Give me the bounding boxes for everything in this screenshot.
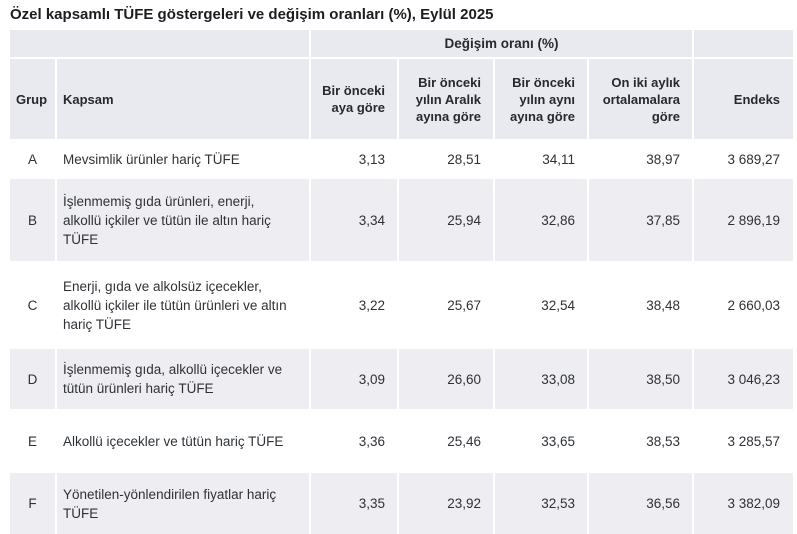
cell-endeks: 3 046,23 [692, 347, 794, 410]
table-row: C Enerji, gıda ve alkolsüz içecekler, al… [10, 261, 794, 348]
cell-endeks: 3 382,09 [692, 471, 794, 534]
header-spacer-left [10, 30, 310, 58]
page-title: Özel kapsamlı TÜFE göstergeleri ve değiş… [10, 6, 494, 23]
cell-kapsam: İşlenmemiş gıda ürünleri, enerji, alkoll… [55, 177, 310, 262]
cell-monthly: 3,36 [309, 409, 398, 472]
col-header-same-month-prev-year: Bir önceki yılın aynı ayına göre [493, 57, 588, 140]
cell-endeks: 3 285,57 [692, 409, 794, 472]
cell-same-month-prev-year: 32,53 [493, 471, 588, 534]
cell-same-month-prev-year: 32,86 [493, 177, 588, 262]
cell-grup: E [10, 409, 56, 472]
cell-from-december: 23,92 [397, 471, 494, 534]
cell-kapsam: Mevsimlik ürünler hariç TÜFE [55, 139, 310, 178]
cell-grup: F [10, 471, 56, 534]
cell-endeks: 2 896,19 [692, 177, 794, 262]
cell-from-december: 28,51 [397, 139, 494, 178]
table-row: E Alkollü içecekler ve tütün hariç TÜFE … [10, 409, 794, 472]
cell-monthly: 3,13 [309, 139, 398, 178]
change-rate-span-header: Değişim oranı (%) [308, 30, 694, 58]
column-header-row: Grup Kapsam Bir önceki aya göre Bir önce… [10, 57, 794, 140]
cell-twelve-month-avg: 36,56 [586, 471, 694, 534]
cell-kapsam: Alkollü içecekler ve tütün hariç TÜFE [55, 409, 310, 472]
cell-endeks: 3 689,27 [692, 139, 794, 178]
cell-monthly: 3,35 [309, 471, 398, 534]
cell-twelve-month-avg: 38,53 [586, 409, 694, 472]
cell-twelve-month-avg: 38,50 [586, 347, 694, 410]
cell-same-month-prev-year: 32,54 [493, 261, 588, 348]
col-header-from-december: Bir önceki yılın Aralık ayına göre [397, 57, 494, 140]
col-header-endeks: Endeks [692, 57, 794, 140]
table-header: Değişim oranı (%) Grup Kapsam Bir önceki… [10, 30, 794, 140]
cell-grup: A [10, 139, 56, 178]
cell-twelve-month-avg: 38,97 [586, 139, 694, 178]
header-spacer-right [692, 30, 794, 58]
span-header-row: Değişim oranı (%) [10, 30, 794, 58]
cell-from-december: 25,67 [397, 261, 494, 348]
table-row: D İşlenmemiş gıda, alkollü içecekler ve … [10, 347, 794, 410]
col-header-twelve-month-avg: On iki aylık ortalamalara göre [586, 57, 694, 140]
cell-grup: D [10, 347, 56, 410]
cell-monthly: 3,09 [309, 347, 398, 410]
col-header-grup: Grup [10, 57, 56, 140]
cell-twelve-month-avg: 37,85 [586, 177, 694, 262]
col-header-monthly: Bir önceki aya göre [309, 57, 398, 140]
cell-endeks: 2 660,03 [692, 261, 794, 348]
table-row: B İşlenmemiş gıda ürünleri, enerji, alko… [10, 177, 794, 262]
cell-grup: B [10, 177, 56, 262]
cell-same-month-prev-year: 33,08 [493, 347, 588, 410]
cell-same-month-prev-year: 33,65 [493, 409, 588, 472]
cell-from-december: 25,46 [397, 409, 494, 472]
cell-monthly: 3,34 [309, 177, 398, 262]
cell-kapsam: Enerji, gıda ve alkolsüz içecekler, alko… [55, 261, 310, 348]
table-body: A Mevsimlik ürünler hariç TÜFE 3,13 28,5… [10, 139, 794, 534]
cell-from-december: 26,60 [397, 347, 494, 410]
table-row: F Yönetilen-yönlendirilen fiyatlar hariç… [10, 471, 794, 534]
cell-twelve-month-avg: 38,48 [586, 261, 694, 348]
cell-kapsam: İşlenmemiş gıda, alkollü içecekler ve tü… [55, 347, 310, 410]
cell-grup: C [10, 261, 56, 348]
col-header-kapsam: Kapsam [55, 57, 310, 140]
cell-kapsam: Yönetilen-yönlendirilen fiyatlar hariç T… [55, 471, 310, 534]
table-row: A Mevsimlik ürünler hariç TÜFE 3,13 28,5… [10, 139, 794, 178]
cpi-indicators-table: Değişim oranı (%) Grup Kapsam Bir önceki… [10, 30, 794, 534]
cell-same-month-prev-year: 34,11 [493, 139, 588, 178]
cell-monthly: 3,22 [309, 261, 398, 348]
cell-from-december: 25,94 [397, 177, 494, 262]
